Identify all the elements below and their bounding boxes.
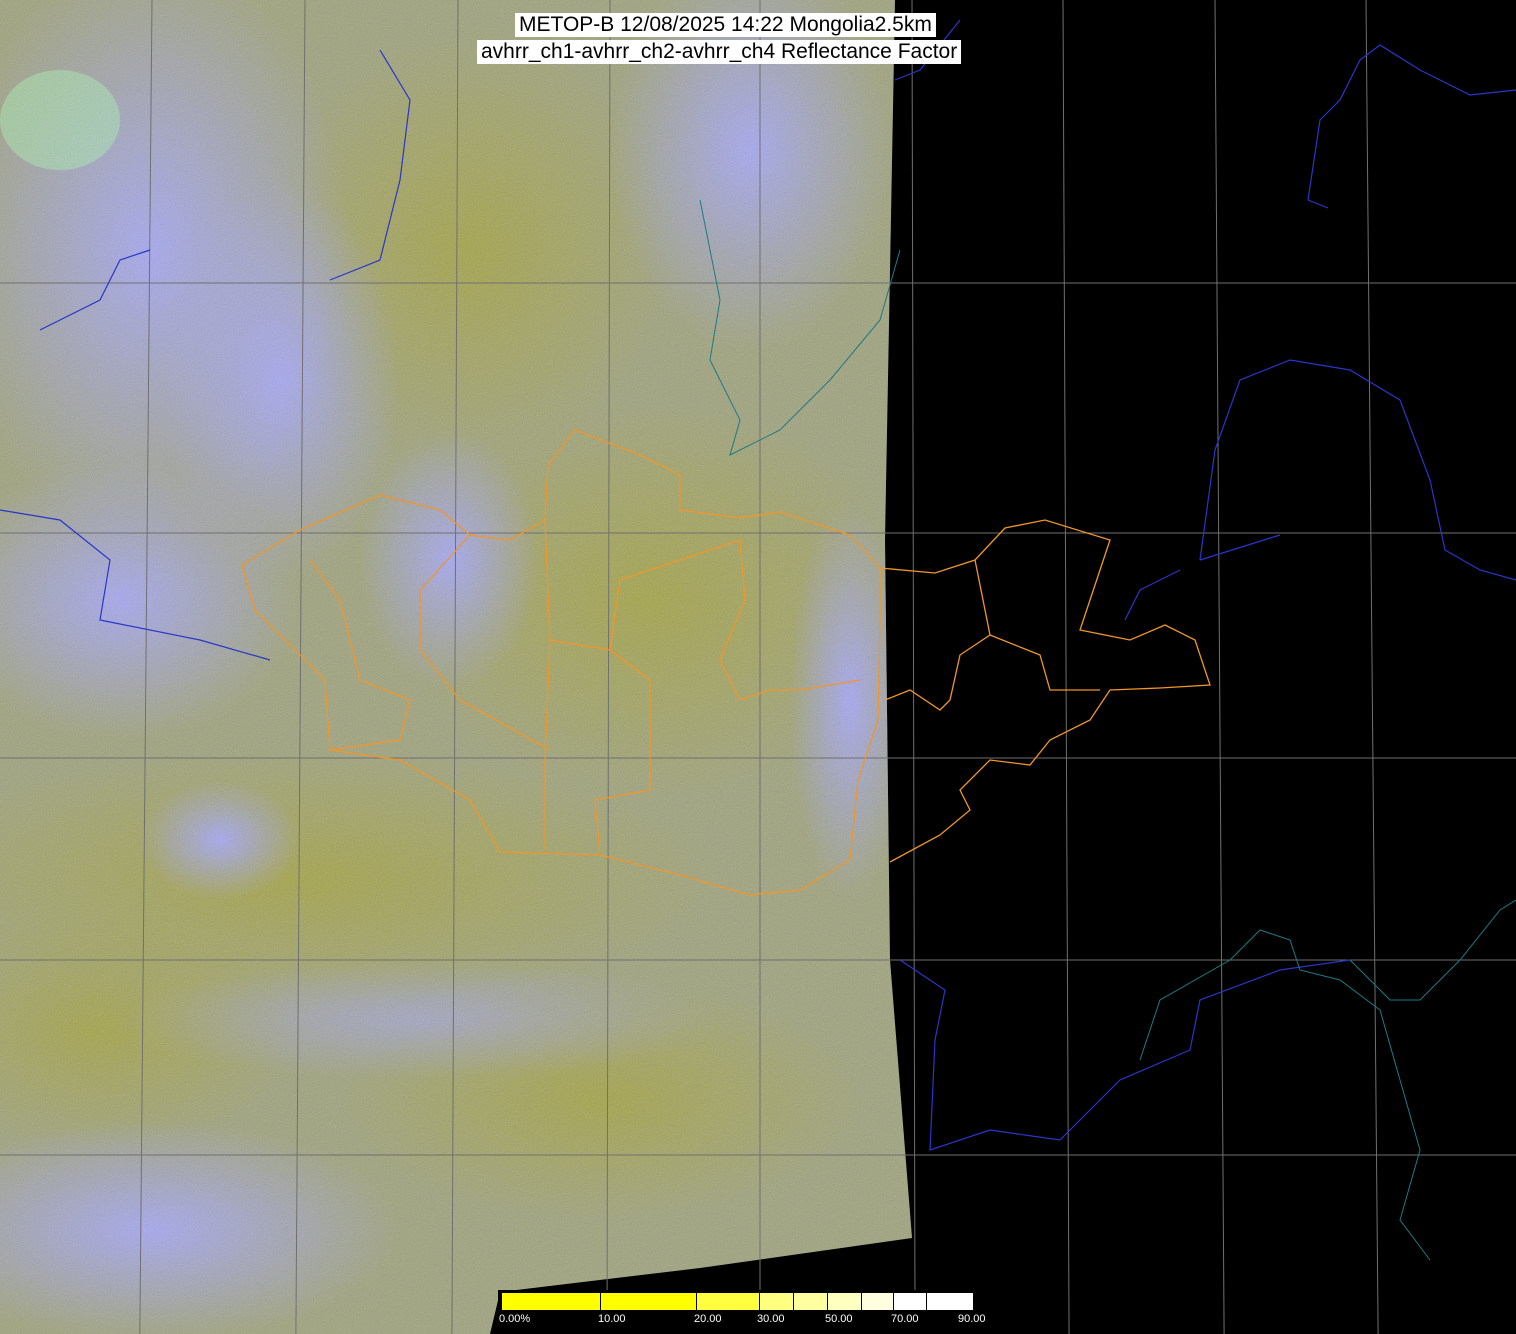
meridian-line [911, 0, 916, 1334]
colorbar-segment [760, 1293, 794, 1310]
mongolia-province-borders [241, 429, 1211, 896]
colorbar-segment [697, 1293, 760, 1310]
colorbar-segment [862, 1293, 894, 1310]
colorbar-segment [502, 1293, 601, 1310]
meridian-line [1365, 0, 1379, 1334]
title-line-2: avhrr_ch1-avhrr_ch2-avhrr_ch4 Reflectanc… [477, 40, 962, 64]
meridian-line [1214, 0, 1225, 1334]
colorbar-tick-label: 10.00 [598, 1313, 626, 1325]
coastline-east-asia [699, 199, 1516, 1261]
colorbar-tick-label: 20.00 [694, 1313, 722, 1325]
colorbar-segment [794, 1293, 828, 1310]
title-line-1: METOP-B 12/08/2025 14:22 Mongolia2.5km [515, 13, 936, 37]
colorbar-legend: 0.00% 10.00 20.00 30.00 50.00 70.00 90.00 [498, 1290, 1016, 1334]
colorbar-tick-label: 90.00 [958, 1313, 986, 1325]
meridian-line [1062, 0, 1070, 1334]
colorbar-segment [828, 1293, 862, 1310]
colorbar-tick-label: 50.00 [825, 1313, 853, 1325]
colorbar-segment [601, 1293, 697, 1310]
colorbar-segment [927, 1293, 974, 1310]
meridian-line [295, 0, 306, 1334]
meridian-line [451, 0, 459, 1334]
colorbar-tick-label: 70.00 [891, 1313, 919, 1325]
colorbar-tick-label: 30.00 [757, 1313, 785, 1325]
meridian-line [139, 0, 153, 1334]
meridian-line [606, 0, 611, 1334]
swath-imagery [0, 0, 912, 1334]
colorbar-segment [894, 1293, 927, 1310]
colorbar-tick-label: 0.00% [499, 1313, 531, 1325]
colorbar-strip [502, 1293, 1012, 1310]
